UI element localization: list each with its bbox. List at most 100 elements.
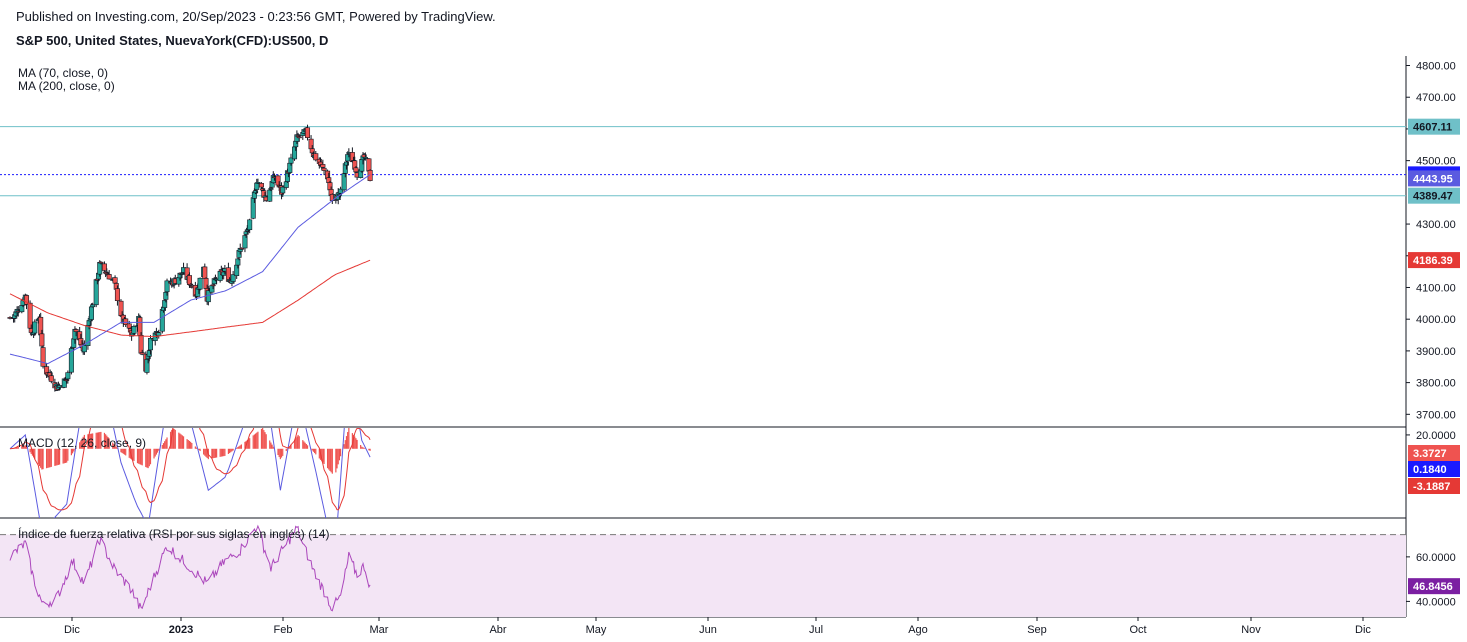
price-tick-label: 4500.00 — [1416, 156, 1456, 168]
price-tick-label: 4000.00 — [1416, 314, 1456, 326]
time-tick-label: Oct — [1129, 624, 1146, 636]
macd-value-box — [1408, 445, 1460, 461]
price-label-text: 4186.39 — [1413, 255, 1453, 267]
rsi-value-box — [1408, 578, 1460, 595]
ma200-line — [9, 259, 371, 338]
indicator-titles: MA (70, close, 0)MA (200, close, 0) MACD … — [18, 66, 329, 541]
macd-line — [9, 428, 371, 518]
candle — [131, 324, 137, 336]
price-label-box — [1408, 170, 1460, 187]
candle — [362, 152, 368, 161]
candle — [288, 153, 294, 166]
price-tick-label: 4300.00 — [1416, 219, 1456, 231]
rsi-tick-label: 60.0000 — [1416, 552, 1456, 564]
macd-tick-label: 20.0000 — [1416, 430, 1456, 442]
candle — [242, 234, 248, 253]
time-tick-label: Jul — [809, 624, 823, 636]
price-label-box — [1408, 187, 1460, 204]
price-panel — [0, 124, 1406, 392]
price-tick-label: 3700.00 — [1416, 409, 1456, 421]
price-tick-label: 4700.00 — [1416, 92, 1456, 104]
macd-axis: 20.0000 3.3727 0.1840 -3.1887 — [1406, 430, 1460, 494]
macd-panel — [9, 428, 371, 518]
candle — [114, 285, 120, 306]
candle — [81, 340, 87, 355]
candle — [106, 270, 112, 280]
macd-value-box — [1408, 461, 1460, 477]
price-label-text: 4389.47 — [1413, 191, 1453, 203]
candle — [305, 124, 311, 141]
price-tick-label: 3800.00 — [1416, 378, 1456, 390]
time-tick-label: Feb — [274, 624, 293, 636]
candle — [147, 335, 153, 355]
candle — [296, 134, 302, 142]
candle — [230, 270, 236, 283]
candle — [238, 247, 244, 250]
candle — [235, 257, 241, 269]
macd-value-text: -3.1887 — [1413, 481, 1450, 493]
rsi-title: Índice de fuerza relativa (RSI por sus s… — [18, 526, 329, 541]
price-tick-label: 4800.00 — [1416, 61, 1456, 73]
price-indicator-title: MA (200, close, 0) — [18, 79, 115, 93]
rsi-panel — [0, 524, 1406, 617]
candle — [101, 261, 107, 274]
candle — [247, 218, 253, 234]
candle — [197, 277, 203, 291]
candle — [255, 178, 261, 184]
time-tick-label: 2023 — [169, 624, 193, 636]
time-tick-label: May — [586, 624, 607, 636]
candle — [48, 371, 54, 384]
time-tick-label: Sep — [1027, 624, 1047, 636]
price-tick-label: 3900.00 — [1416, 346, 1456, 358]
candle — [367, 169, 373, 182]
price-tick-label: 4100.00 — [1416, 282, 1456, 294]
price-label-box — [1408, 252, 1460, 269]
candle — [280, 185, 286, 197]
ma70-line — [9, 174, 371, 365]
time-tick-label: Dic — [64, 624, 80, 636]
price-indicator-title: MA (70, close, 0) — [18, 66, 108, 80]
candle — [320, 159, 326, 170]
candle — [162, 299, 168, 311]
candle — [338, 186, 344, 198]
time-tick-label: Abr — [489, 624, 506, 636]
candle — [73, 328, 79, 337]
rsi-band — [0, 534, 1406, 617]
macd-value-text: 3.3727 — [1413, 448, 1447, 460]
price-label-box — [1408, 118, 1460, 135]
time-tick-label: Mar — [370, 624, 389, 636]
macd-title: MACD (12, 26, close, 9) — [18, 436, 146, 450]
candle — [90, 302, 96, 308]
time-tick-label: Jun — [699, 624, 717, 636]
rsi-axis: 60.0000 40.0000 46.8456 — [1406, 552, 1460, 608]
macd-value-text: 0.1840 — [1413, 464, 1447, 476]
candle — [202, 263, 208, 280]
rsi-line — [9, 524, 371, 612]
time-tick-label: Nov — [1241, 624, 1261, 636]
time-tick-label: Ago — [908, 624, 928, 636]
candle — [321, 167, 327, 176]
macd-value-box — [1408, 478, 1460, 494]
price-axis: 4800.004700.004600.004500.004300.004200.… — [1406, 61, 1460, 421]
candle — [144, 358, 150, 375]
candle — [98, 261, 104, 265]
symbol-title: S&P 500, United States, NuevaYork(CFD):U… — [16, 33, 329, 48]
candle — [139, 349, 145, 356]
candle — [341, 172, 347, 193]
candle — [40, 345, 46, 369]
time-tick-label: Dic — [1355, 624, 1371, 636]
candle — [65, 370, 71, 384]
signal-line — [9, 428, 371, 511]
candle — [313, 150, 319, 162]
rsi-tick-label: 40.0000 — [1416, 596, 1456, 608]
time-axis: Dic 2023 Feb Mar Abr May Jun Jul Ago Sep Oct Nov Dic — [64, 617, 1371, 636]
candle — [27, 300, 33, 330]
price-label-text: 4607.11 — [1413, 122, 1452, 134]
candle — [39, 329, 45, 350]
rsi-value-text: 46.8456 — [1413, 581, 1453, 593]
candle — [164, 278, 170, 296]
price-label-text: 4443.95 — [1413, 173, 1453, 185]
candle — [32, 319, 38, 336]
candle — [64, 378, 70, 384]
